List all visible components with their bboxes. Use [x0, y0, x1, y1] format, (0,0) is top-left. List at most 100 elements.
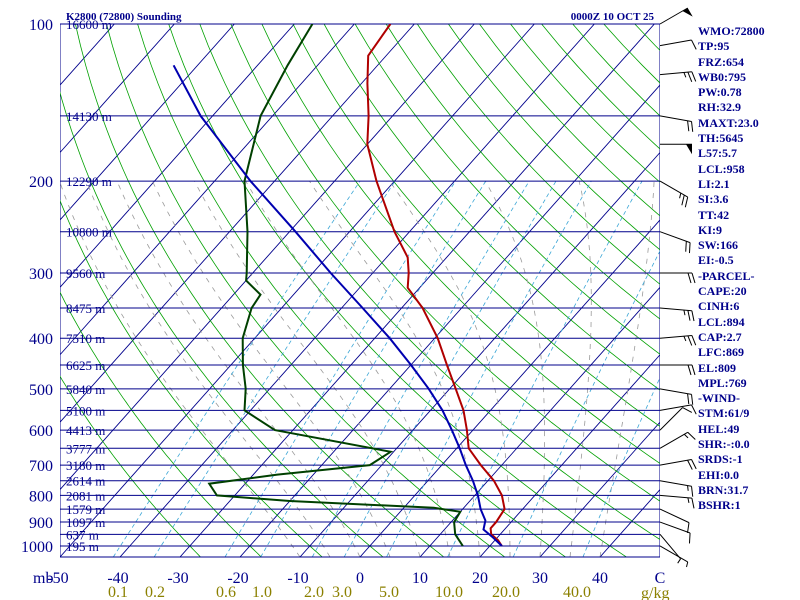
wind-barb-shaft: [659, 388, 692, 395]
wind-barb-shaft: [659, 115, 692, 122]
height-label: 14130 m: [66, 109, 112, 124]
wind-barb-full: [687, 120, 690, 132]
wind-barb-shaft: [659, 545, 688, 563]
wind-barb: [659, 494, 695, 509]
wind-barb-full: [687, 310, 691, 321]
wind-barb-half: [683, 309, 686, 316]
wind-barb-shaft: [659, 407, 683, 431]
wind-barb: [659, 231, 691, 254]
indices-panel: WMO:72800 TP:95 FRZ:654 WB0:795 PW:0.78 RH:32…: [698, 24, 798, 514]
mixing-ratio-line: [112, 180, 361, 557]
isotherm-line: [60, 24, 475, 491]
index-line: HEL:49: [698, 421, 740, 436]
wind-barb-half: [679, 193, 682, 199]
mixing-ratio-tick-label: 0.2: [145, 584, 165, 600]
mixing-ratio-line: [224, 180, 456, 557]
wind-barb: [659, 407, 693, 431]
wind-barb-full: [682, 407, 693, 413]
moist-adiabat: [86, 180, 331, 557]
mixing-ratio-tick-label: 10.0: [435, 584, 463, 600]
isotherm-line: [419, 286, 660, 557]
index-line: -PARCEL-: [698, 268, 755, 283]
height-label: 5840 m: [66, 382, 105, 397]
isotherm-line: [119, 24, 595, 557]
pressure-tick-label: 400: [29, 331, 53, 348]
index-line: SHR:-:0.0: [698, 437, 750, 452]
wind-barb: [659, 545, 689, 568]
pressure-tick-label: 200: [29, 174, 53, 191]
background-grid: [60, 24, 660, 557]
temperature-tick-label: 20: [472, 570, 488, 587]
wind-barb-shaft: [659, 180, 688, 198]
index-line: KI:9: [698, 222, 722, 237]
temperature-tick-label: -10: [287, 570, 308, 587]
pressure-tick-label: 500: [29, 382, 53, 399]
isotherm-line: [60, 24, 175, 154]
wind-barb: [659, 431, 696, 449]
wind-barb-full: [687, 393, 690, 405]
wind-barb-full: [691, 272, 696, 284]
height-label: 8475 m: [66, 301, 105, 316]
wind-barb: [659, 7, 693, 25]
dry-adiabat: [385, 24, 660, 320]
isotherm-line: [239, 84, 660, 557]
wind-barb: [659, 180, 689, 208]
wind-barb-shaft: [659, 307, 692, 312]
isotherm-line: [359, 219, 660, 557]
index-line: BSHR:1: [698, 498, 741, 513]
isotherm-line: [60, 24, 235, 221]
height-label: 3180 m: [66, 458, 105, 473]
height-label: 1097 m: [66, 515, 105, 530]
wind-barb-full: [691, 335, 697, 346]
wind-barb-full: [691, 364, 696, 376]
wind-barb-full: [688, 532, 691, 544]
height-label: 1579 m: [66, 502, 105, 517]
index-line: EHI:0.0: [698, 467, 740, 482]
moist-adiabat: [194, 180, 421, 557]
index-line: STM:61/9: [698, 406, 750, 421]
height-label: 637 m: [66, 527, 99, 542]
dry-adiabat: [416, 24, 660, 285]
index-line: SW:166: [698, 238, 739, 253]
wind-barb: [659, 71, 697, 83]
wind-barb-full: [691, 71, 697, 82]
isotherm-line: [179, 24, 655, 557]
dry-adiabat: [323, 24, 660, 391]
wind-barb-half: [683, 72, 687, 78]
moist-adiabat: [599, 181, 655, 557]
wind-barb: [659, 404, 697, 415]
wind-barb-shaft: [659, 231, 691, 244]
index-line: EL:809: [698, 360, 737, 375]
wind-barb-shaft: [659, 494, 692, 499]
dry-adiabat: [448, 24, 660, 251]
index-line: TP:95: [698, 39, 730, 54]
dewpoint-line: [207, 24, 464, 547]
index-line: LCL:958: [698, 161, 745, 176]
index-line: L57:5.7: [698, 146, 737, 161]
height-label: 7510 m: [66, 331, 105, 346]
pressure-tick-label: 300: [29, 266, 53, 283]
wind-barb-full: [681, 195, 685, 206]
isotherm-line: [60, 24, 415, 423]
wind-barb-shaft: [659, 533, 681, 560]
index-line: BRN:31.7: [698, 482, 749, 497]
index-line: PW:0.78: [698, 85, 742, 100]
wind-barb-shaft: [659, 508, 690, 524]
pressure-unit-label: mb: [33, 570, 53, 587]
wind-barb-shaft: [659, 480, 692, 487]
height-label: 6625 m: [66, 358, 105, 373]
mixing-ratio-line: [447, 180, 643, 557]
wind-barb: [659, 533, 681, 564]
wind-barb: [659, 508, 690, 534]
wind-barb-full: [691, 486, 694, 497]
mixing-ratio-line: [311, 180, 530, 557]
mixing-ratio-tick-label: 3.0: [332, 584, 352, 600]
wind-barb-half: [686, 561, 689, 568]
mixing-ratio-tick-label: 0.1: [108, 584, 128, 600]
index-line: WB0:795: [698, 69, 746, 84]
height-label: 3777 m: [66, 441, 105, 456]
wind-barbs: [659, 7, 697, 568]
wind-barb-shaft: [659, 71, 692, 76]
wind-barb-full: [691, 404, 697, 415]
